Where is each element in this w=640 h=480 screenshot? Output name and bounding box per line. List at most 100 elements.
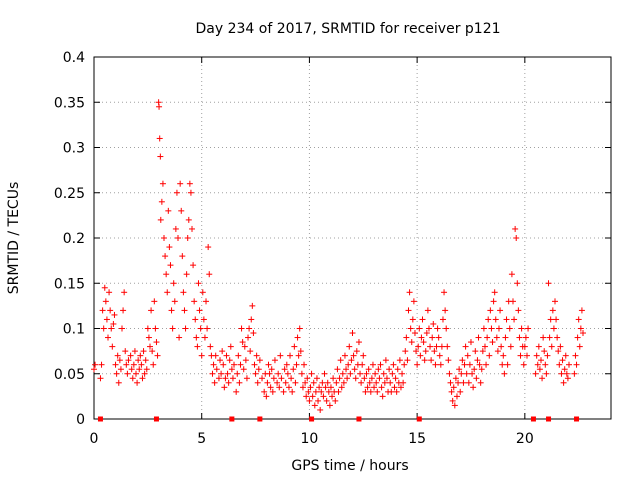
- data-point: [548, 343, 555, 350]
- data-point: [563, 370, 570, 377]
- data-point: [500, 352, 507, 359]
- data-point: [238, 325, 245, 332]
- data-point: [210, 361, 217, 368]
- data-point: [280, 388, 287, 395]
- data-point: [560, 379, 567, 386]
- data-point: [140, 348, 147, 355]
- data-point: [108, 325, 115, 332]
- data-point: [532, 370, 539, 377]
- data-point: [460, 379, 467, 386]
- data-point: [319, 379, 326, 386]
- data-point: [378, 384, 385, 391]
- data-point: [251, 361, 258, 368]
- data-point: [309, 393, 316, 400]
- data-point: [397, 384, 404, 391]
- data-point: [128, 366, 135, 373]
- data-point: [205, 244, 212, 251]
- data-point: [441, 289, 448, 296]
- data-point: [110, 320, 117, 327]
- data-point: [483, 361, 490, 368]
- data-point: [311, 402, 318, 409]
- data-point: [91, 366, 97, 373]
- data-point: [179, 253, 186, 260]
- data-point: [352, 375, 359, 382]
- data-point: [156, 135, 163, 142]
- data-point: [374, 388, 381, 395]
- data-point: [301, 361, 308, 368]
- data-point: [173, 189, 180, 196]
- data-point: [543, 370, 550, 377]
- data-point: [199, 289, 206, 296]
- data-point: [200, 316, 207, 323]
- data-point: [416, 325, 423, 332]
- data-point: [499, 361, 506, 368]
- data-point: [196, 307, 203, 314]
- data-point: [486, 352, 493, 359]
- data-point: [223, 352, 230, 359]
- data-point: [481, 343, 488, 350]
- x-tick-label: 15: [408, 431, 426, 447]
- data-point: [326, 402, 333, 409]
- data-point: [159, 180, 166, 187]
- data-point: [390, 361, 397, 368]
- data-point: [522, 334, 529, 341]
- data-point: [241, 343, 248, 350]
- data-point: [114, 352, 121, 359]
- data-point: [99, 307, 106, 314]
- data-point: [158, 198, 165, 205]
- data-point: [92, 361, 99, 368]
- data-point: [515, 307, 522, 314]
- data-point: [303, 393, 310, 400]
- data-point: [469, 370, 476, 377]
- data-point: [355, 339, 362, 346]
- data-point: [322, 384, 329, 391]
- data-point: [325, 388, 332, 395]
- data-point: [424, 307, 431, 314]
- data-point: [484, 334, 491, 341]
- data-point: [102, 298, 109, 305]
- baseline-markers: [97, 416, 580, 422]
- data-point: [502, 334, 509, 341]
- data-point: [147, 343, 154, 350]
- data-point: [235, 352, 242, 359]
- data-point: [185, 216, 192, 223]
- data-point: [281, 366, 288, 373]
- data-point: [554, 334, 561, 341]
- data-point: [446, 370, 453, 377]
- data-point: [573, 361, 580, 368]
- data-point: [187, 189, 194, 196]
- data-point: [333, 379, 340, 386]
- data-point: [122, 348, 129, 355]
- data-point: [493, 334, 500, 341]
- data-point: [343, 366, 350, 373]
- data-point: [169, 325, 176, 332]
- data-point: [271, 357, 278, 364]
- data-point: [372, 370, 379, 377]
- data-point: [358, 379, 365, 386]
- data-point: [492, 316, 499, 323]
- data-point: [329, 393, 336, 400]
- data-point: [463, 370, 470, 377]
- data-point: [195, 280, 202, 287]
- data-point: [256, 357, 263, 364]
- data-point: [264, 379, 271, 386]
- data-point: [294, 334, 301, 341]
- data-point: [437, 361, 444, 368]
- data-point: [306, 397, 313, 404]
- x-tick-label: 5: [197, 431, 206, 447]
- data-point: [533, 352, 540, 359]
- data-point: [451, 402, 458, 409]
- data-point: [198, 352, 205, 359]
- data-point: [211, 379, 218, 386]
- data-point: [282, 379, 289, 386]
- data-point: [353, 348, 360, 355]
- data-point: [150, 361, 157, 368]
- data-point: [475, 334, 482, 341]
- data-point: [297, 348, 304, 355]
- data-point: [124, 370, 131, 377]
- data-point: [324, 379, 331, 386]
- data-point: [578, 307, 585, 314]
- data-point: [337, 357, 344, 364]
- data-point: [476, 361, 483, 368]
- data-point: [152, 325, 159, 332]
